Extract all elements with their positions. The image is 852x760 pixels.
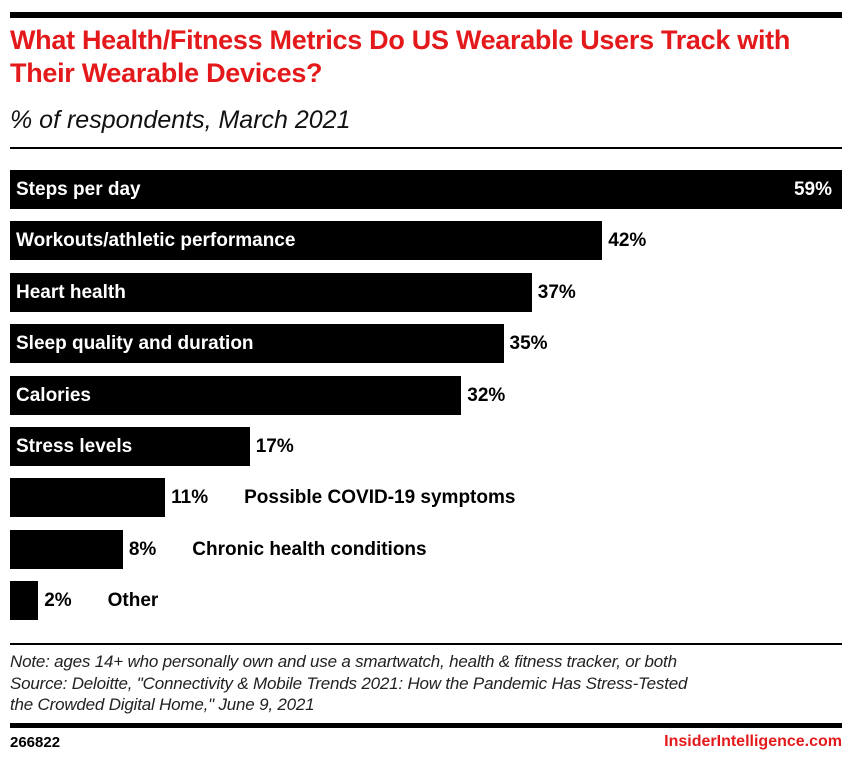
value-label: 17% [255,436,294,457]
brand-link[interactable]: InsiderIntelligence.com [664,733,842,750]
bar [10,529,123,569]
category-label: Possible COVID-19 symptoms [244,487,516,509]
chart-note: Note: ages 14+ who personally own and us… [10,651,845,716]
bar [10,427,250,466]
chart-subtitle: % of respondents, March 2021 [10,106,351,134]
category-label: Stress levels [16,436,133,457]
category-label: Workouts/athletic performance [16,230,296,252]
value-label: 11% [171,487,209,509]
category-label: Other [107,590,159,612]
value-label: 2% [44,590,72,612]
category-label: Sleep quality and duration [16,333,254,355]
bar [10,375,462,415]
source-line-1: Source: Deloitte, "Connectivity & Mobile… [10,673,688,693]
value-label: 37% [537,281,576,303]
bar [10,221,603,261]
bar [10,170,842,209]
bar [10,272,532,312]
top-rule [10,12,842,18]
value-label: 59% [793,179,832,200]
bottom-rule [10,723,842,728]
category-label: Chronic health conditions [192,538,427,560]
header-divider [10,147,842,149]
value-label: 8% [128,538,157,560]
chart-id: 266822 [10,734,61,751]
value-label: 42% [608,230,647,252]
category-label: Heart health [16,281,126,303]
note-text: Note: ages 14+ who personally own and us… [10,652,677,671]
category-label: Steps per day [16,179,141,200]
chart-title: What Health/Fitness Metrics Do US Wearab… [10,25,791,88]
category-label: Calories [16,384,91,406]
value-label: 35% [509,333,548,355]
bar [10,581,39,621]
bar [10,324,504,364]
source-line-2: the Crowded Digital Home," June 9, 2021 [10,695,315,714]
bar [10,478,166,518]
footer-divider [10,643,842,645]
value-label: 32% [467,384,506,406]
bar-chart: Steps per day 59% Workouts/athletic perfor… [0,160,852,640]
